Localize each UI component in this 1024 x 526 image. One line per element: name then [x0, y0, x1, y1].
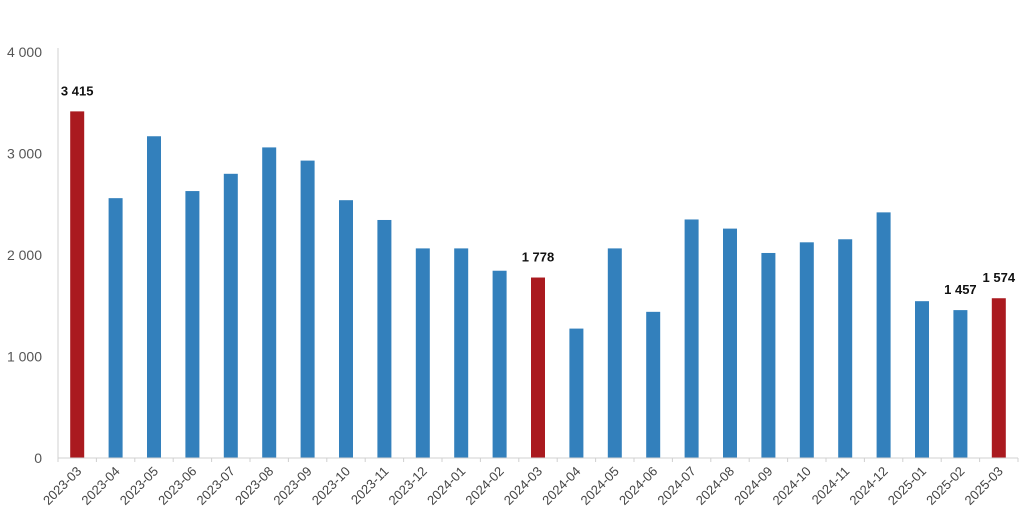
x-tick-label: 2025-01	[885, 464, 929, 508]
data-label: 1 457	[944, 282, 977, 297]
y-tick-label: 0	[34, 450, 42, 466]
x-tick-label: 2025-02	[923, 464, 967, 508]
x-tick-label: 2024-08	[693, 464, 737, 508]
x-tick-label: 2024-04	[539, 464, 583, 508]
bar-2025-02	[953, 310, 968, 458]
bar-2024-04	[569, 328, 584, 458]
bar-2024-11	[838, 239, 853, 458]
bar-2024-03	[531, 277, 545, 458]
bar-2025-01	[915, 301, 929, 458]
x-tick-label: 2023-06	[155, 464, 199, 508]
bar-2024-05	[607, 248, 622, 458]
bar-2024-02	[492, 270, 507, 458]
bar-2023-10	[339, 200, 353, 458]
x-tick-label: 2024-09	[731, 464, 775, 508]
bar-2023-05	[147, 136, 161, 458]
x-tick-label: 2024-06	[616, 464, 660, 508]
x-tick-label: 2023-07	[194, 464, 238, 508]
bar-2024-09	[761, 252, 776, 458]
bar-2023-09	[300, 160, 315, 458]
x-tick-label: 2024-10	[770, 464, 814, 508]
x-tick-label: 2023-08	[232, 464, 276, 508]
bar-2024-07	[684, 219, 699, 458]
y-axis: 0 1 000 2 000 3 000 4 000	[7, 44, 59, 466]
y-tick-label: 2 000	[7, 247, 42, 263]
x-tick-label: 2023-09	[270, 464, 314, 508]
bar-2025-03	[991, 298, 1006, 458]
bar-2023-07	[223, 173, 238, 459]
x-tick-label: 2024-03	[501, 464, 545, 508]
x-tick-label: 2023-05	[117, 464, 161, 508]
x-tick-label: 2024-01	[424, 464, 468, 508]
y-tick-label: 4 000	[7, 44, 42, 60]
bar-2023-11	[377, 219, 392, 458]
bar-2024-01	[454, 248, 469, 458]
x-tick-label: 2024-05	[578, 464, 622, 508]
bar-2023-06	[185, 191, 200, 458]
x-tick-label: 2023-03	[40, 464, 84, 508]
y-tick-label: 3 000	[7, 146, 42, 162]
x-tick-label: 2024-02	[462, 464, 506, 508]
data-label: 3 415	[61, 83, 94, 98]
x-tick-label: 2023-10	[309, 464, 353, 508]
bar-2023-12	[415, 248, 430, 458]
bar-2023-03	[70, 111, 85, 458]
x-tick-label: 2024-11	[809, 464, 853, 508]
x-axis: 2023-032023-042023-052023-062023-072023-…	[40, 457, 1019, 508]
x-tick-label: 2023-04	[78, 464, 122, 508]
bar-2024-10	[799, 242, 814, 458]
bar-2023-04	[108, 198, 123, 458]
bars	[70, 111, 1006, 459]
bar-2024-08	[723, 228, 737, 458]
x-tick-label: 2025-03	[962, 464, 1006, 508]
x-tick-label: 2023-12	[386, 464, 430, 508]
y-tick-label: 1 000	[7, 349, 42, 365]
bar-2023-08	[262, 147, 277, 458]
data-labels: 3 415 1 778 1 457 1 574	[61, 83, 1016, 297]
x-tick-label: 2023-11	[348, 464, 392, 508]
x-tick-label: 2024-12	[846, 464, 890, 508]
data-label: 1 778	[522, 250, 555, 265]
bar-2024-06	[646, 311, 661, 458]
data-label: 1 574	[983, 270, 1016, 285]
x-tick-label: 2024-07	[654, 464, 698, 508]
bar-2024-12	[876, 212, 891, 458]
